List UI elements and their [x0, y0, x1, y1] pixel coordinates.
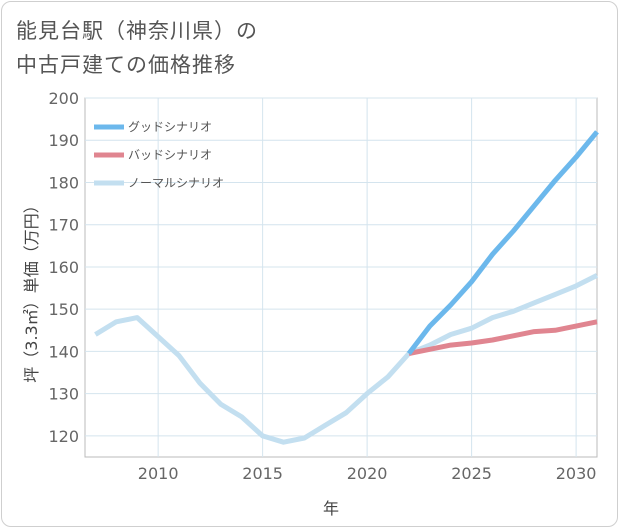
- series-line-2: [408, 319, 598, 356]
- y-tick-label: 130: [48, 385, 79, 404]
- x-axis-label: 年: [323, 499, 339, 518]
- y-tick-label: 120: [48, 427, 79, 446]
- legend-label: バッドシナリオ: [128, 148, 212, 162]
- x-tick-label: 2015: [242, 464, 283, 483]
- y-tick-label: 200: [48, 89, 79, 108]
- y-tick-label: 140: [48, 342, 79, 361]
- y-tick-label: 180: [48, 173, 79, 192]
- y-tick-label: 150: [48, 300, 79, 319]
- legend-label: グッドシナリオ: [128, 120, 212, 134]
- x-tick-label: 2025: [451, 464, 492, 483]
- x-tick-label: 2030: [556, 464, 597, 483]
- series-line-1: [406, 130, 599, 356]
- x-tick-label: 2020: [347, 464, 388, 483]
- y-tick-label: 170: [48, 216, 79, 235]
- legend-label: ノーマルシナリオ: [128, 176, 224, 190]
- x-tick-label: 2010: [138, 464, 179, 483]
- y-tick-label: 190: [48, 131, 79, 150]
- chart-title: 能見台駅（神奈川県）の 中古戸建ての価格推移: [16, 14, 258, 82]
- chart-title-line2: 中古戸建ての価格推移: [16, 53, 236, 77]
- x-tick-labels: 2010 2015 2020 2025 2030: [138, 464, 597, 483]
- series-line-3: [94, 273, 599, 445]
- plot-area: [84, 97, 598, 458]
- y-axis-label: 坪（3.3㎡）単価（万円）: [22, 197, 41, 382]
- y-tick-label: 160: [48, 258, 79, 277]
- x-grid: [157, 98, 577, 457]
- chart-title-line1: 能見台駅（神奈川県）の: [16, 19, 258, 43]
- series-layer: [94, 130, 599, 445]
- y-tick-labels: 120 130 140 150 160 170 180 190 200: [48, 89, 79, 446]
- y-grid: [85, 97, 597, 437]
